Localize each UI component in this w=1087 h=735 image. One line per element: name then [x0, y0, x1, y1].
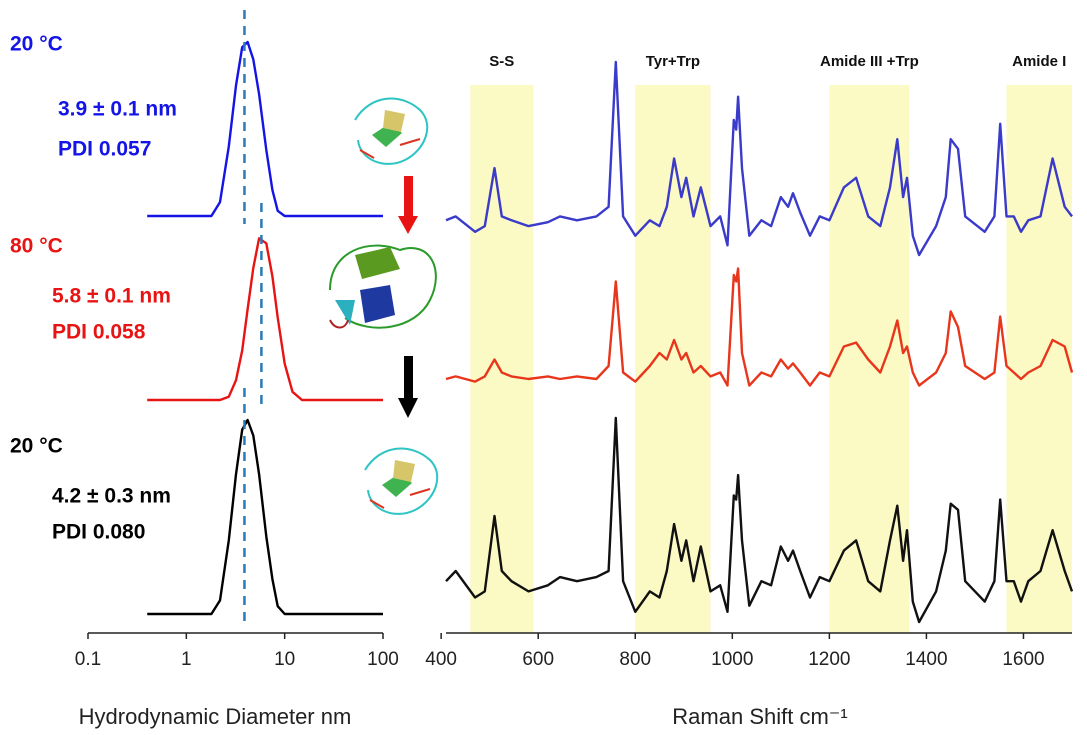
size-label: 5.8 ± 0.1 nm: [52, 285, 171, 308]
band: [1006, 85, 1072, 633]
loop: [359, 138, 421, 159]
protein-structure-bottom: [352, 438, 452, 534]
helix: [360, 285, 395, 323]
x-tick-label: 800: [619, 649, 651, 670]
x-tick-label: 1600: [1002, 649, 1044, 670]
protein-structure-middle: [310, 222, 446, 354]
series-line: [147, 40, 383, 218]
ribbon: [354, 97, 429, 165]
x-tick-label: 0.1: [75, 649, 101, 670]
x-tick-label: 1000: [711, 649, 753, 670]
x-tick-label: 600: [522, 649, 554, 670]
size-label: 4.2 ± 0.3 nm: [52, 485, 171, 508]
x-tick-label: 400: [425, 649, 457, 670]
pdi-label: PDI 0.080: [52, 521, 145, 544]
series-name: 80 °C: [10, 235, 63, 258]
band-label: S-S: [489, 53, 514, 70]
x-tick-label: 1400: [905, 649, 947, 670]
x-tick-label: 1200: [808, 649, 850, 670]
series-line: [147, 418, 383, 616]
band-label: Amide I: [1012, 53, 1066, 70]
arrow-shaft: [404, 176, 413, 218]
loop: [329, 319, 349, 329]
helix: [355, 247, 400, 279]
series-name: 20 °C: [10, 33, 63, 56]
x-tick-label: 100: [367, 649, 399, 670]
sheet: [393, 460, 415, 482]
x-axis-title: Hydrodynamic Diameter nm: [79, 704, 352, 729]
series-line: [445, 416, 1074, 624]
pdi-label: PDI 0.057: [58, 138, 151, 161]
band-label: Tyr+Trp: [646, 53, 700, 70]
series-line: [445, 267, 1074, 387]
arrow-head: [398, 216, 418, 234]
band: [635, 85, 711, 633]
band-layer: [470, 85, 1072, 633]
x-axis-title: Raman Shift cm⁻¹: [672, 704, 847, 729]
band: [470, 85, 534, 633]
arrow-cool: [398, 356, 418, 418]
sheet: [335, 300, 355, 325]
arrow-head: [398, 398, 418, 418]
series-line: [147, 237, 383, 402]
size-label: 3.9 ± 0.1 nm: [58, 98, 177, 121]
x-tick-label: 10: [274, 649, 295, 670]
ribbon: [329, 244, 437, 329]
series-name: 20 °C: [10, 435, 63, 458]
loop: [369, 488, 431, 509]
protein-structure-top: [342, 84, 442, 180]
arrow-heat: [398, 176, 418, 234]
x-tick-label: 1: [181, 649, 192, 670]
band: [829, 85, 910, 633]
arrow-shaft: [404, 356, 413, 400]
pdi-label: PDI 0.058: [52, 321, 146, 344]
band-label: Amide III +Trp: [820, 53, 919, 70]
ribbon: [364, 447, 439, 515]
series-line: [445, 60, 1073, 257]
sheet: [383, 110, 405, 132]
